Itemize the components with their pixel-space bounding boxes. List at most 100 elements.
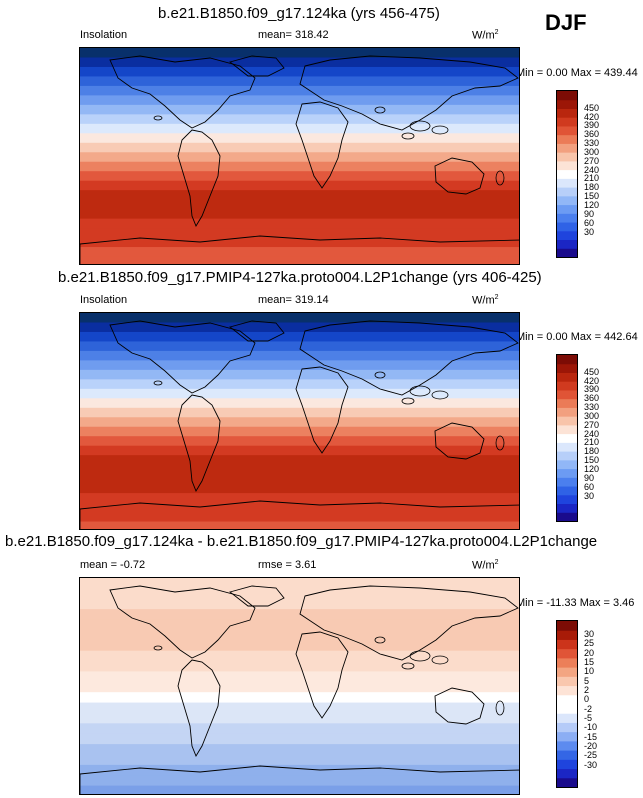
colorbar-swatch bbox=[557, 648, 577, 659]
coastline bbox=[229, 55, 285, 77]
colorbar-tick-label: -30 bbox=[584, 759, 598, 770]
colorbar-swatch bbox=[557, 160, 577, 171]
latitude-band bbox=[80, 190, 519, 201]
colorbar-tick-label: 300 bbox=[584, 410, 600, 421]
latitude-band bbox=[80, 398, 519, 409]
colorbar-tick-label: 2 bbox=[584, 685, 590, 695]
colorbar-tick-label: 150 bbox=[584, 455, 600, 466]
colorbar-swatch bbox=[557, 424, 577, 435]
colorbar-tick-label: 450 bbox=[584, 366, 600, 377]
island-outline bbox=[495, 435, 505, 451]
latitude-band bbox=[80, 598, 519, 610]
panel-1-minmax: Min = 0.00 Max = 439.44 bbox=[516, 67, 638, 79]
latitude-band bbox=[80, 360, 519, 371]
latitude-band bbox=[80, 578, 519, 589]
island-outline bbox=[374, 106, 386, 114]
latitude-band bbox=[80, 228, 519, 239]
coastline bbox=[299, 585, 519, 661]
colorbar-tick-label: -20 bbox=[584, 741, 598, 751]
colorbar-tick-label: 330 bbox=[584, 138, 600, 149]
latitude-band bbox=[80, 436, 519, 447]
latitude-band bbox=[80, 388, 519, 399]
latitude-band bbox=[80, 48, 519, 59]
colorbar-tick-label: 210 bbox=[584, 173, 600, 184]
colorbar-tick-label: 90 bbox=[584, 208, 595, 219]
colorbar-swatch bbox=[557, 117, 577, 127]
colorbar-swatch bbox=[557, 442, 577, 452]
colorbar-tick-label: 60 bbox=[584, 481, 595, 492]
island-outline bbox=[431, 390, 449, 400]
colorbar-swatch bbox=[557, 657, 577, 668]
panel-2-colorbar-ticks: 30 60 90 120 150 180 210 240 270 300 330 360 390 420 4… bbox=[584, 354, 624, 522]
colorbar-tick-label: 25 bbox=[584, 638, 595, 649]
latitude-band bbox=[80, 723, 519, 735]
colorbar-swatch bbox=[557, 468, 577, 478]
colorbar-tick-label: 270 bbox=[584, 155, 600, 166]
colorbar-swatch bbox=[557, 222, 577, 232]
panel-3-map bbox=[79, 577, 520, 795]
colorbar-tick-label: 300 bbox=[584, 146, 600, 157]
panel-3-left-label: mean = -0.72 bbox=[80, 559, 146, 571]
latitude-band bbox=[80, 640, 519, 652]
latitude-band bbox=[80, 650, 519, 662]
latitude-band bbox=[80, 256, 519, 264]
panel-2-colorbar bbox=[556, 354, 578, 522]
latitude-band bbox=[80, 474, 519, 485]
colorbar-swatch bbox=[557, 99, 577, 109]
colorbar-tick-label: 390 bbox=[584, 120, 600, 131]
colorbar-swatch bbox=[557, 759, 577, 770]
coastline bbox=[299, 320, 519, 396]
latitude-band bbox=[80, 209, 519, 220]
colorbar-tick-label: 420 bbox=[584, 111, 600, 122]
panel-1-center-label: mean= 318.42 bbox=[258, 29, 329, 41]
colorbar-tick-label: 450 bbox=[584, 102, 600, 113]
colorbar-tick-label: 240 bbox=[584, 428, 600, 439]
latitude-band bbox=[80, 702, 519, 714]
colorbar-swatch bbox=[557, 503, 577, 513]
panel-2-units: W/m2 bbox=[472, 294, 499, 307]
island-outline bbox=[431, 655, 449, 665]
colorbar-swatch bbox=[557, 169, 577, 179]
colorbar-swatch bbox=[557, 381, 577, 391]
island-outline bbox=[409, 650, 431, 662]
latitude-band bbox=[80, 85, 519, 96]
colorbar-swatch bbox=[557, 621, 577, 631]
colorbar-swatch bbox=[557, 152, 577, 162]
coastline bbox=[434, 157, 485, 195]
island-outline bbox=[409, 120, 431, 132]
colorbar-swatch bbox=[557, 667, 577, 677]
coastline bbox=[177, 659, 221, 758]
latitude-band bbox=[80, 619, 519, 631]
latitude-band bbox=[80, 692, 519, 704]
panel-3-colorbar-ticks: -30 -25 -20 -15 -10 -5 -2 0 2 5 10 15 20 25 30 bbox=[584, 620, 624, 788]
colorbar-tick-label: 330 bbox=[584, 402, 600, 413]
colorbar-swatch bbox=[557, 143, 577, 153]
latitude-band bbox=[80, 180, 519, 191]
latitude-band bbox=[80, 426, 519, 437]
colorbar-tick-label: -25 bbox=[584, 750, 598, 761]
coastline bbox=[295, 101, 349, 189]
colorbar-tick-label: 420 bbox=[584, 375, 600, 386]
latitude-band bbox=[80, 350, 519, 361]
panel-1-colorbar bbox=[556, 90, 578, 258]
coastline bbox=[80, 500, 519, 529]
colorbar-tick-label: 210 bbox=[584, 437, 600, 448]
colorbar-swatch bbox=[557, 239, 577, 249]
colorbar-swatch bbox=[557, 433, 577, 443]
latitude-band bbox=[80, 681, 519, 693]
colorbar-swatch bbox=[557, 91, 577, 101]
latitude-band bbox=[80, 512, 519, 523]
panel-2-left-label: Insolation bbox=[80, 294, 128, 306]
island-outline bbox=[153, 115, 163, 121]
colorbar-tick-label: 360 bbox=[584, 129, 600, 140]
colorbar-swatch bbox=[557, 731, 577, 742]
latitude-band bbox=[80, 237, 519, 248]
colorbar-swatch bbox=[557, 248, 577, 257]
colorbar-tick-label: 30 bbox=[584, 490, 595, 501]
island-outline bbox=[431, 125, 449, 135]
latitude-band bbox=[80, 313, 519, 324]
colorbar-tick-label: 30 bbox=[584, 226, 595, 237]
colorbar-swatch bbox=[557, 372, 577, 382]
colorbar-tick-label: 150 bbox=[584, 191, 600, 202]
latitude-band bbox=[80, 588, 519, 600]
